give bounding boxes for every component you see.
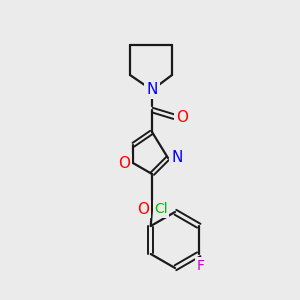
Text: O: O xyxy=(137,202,149,217)
Text: N: N xyxy=(146,82,158,98)
Text: O: O xyxy=(118,155,130,170)
Text: Cl: Cl xyxy=(154,202,168,216)
Text: N: N xyxy=(171,151,183,166)
Text: F: F xyxy=(196,259,204,273)
Text: O: O xyxy=(176,110,188,124)
